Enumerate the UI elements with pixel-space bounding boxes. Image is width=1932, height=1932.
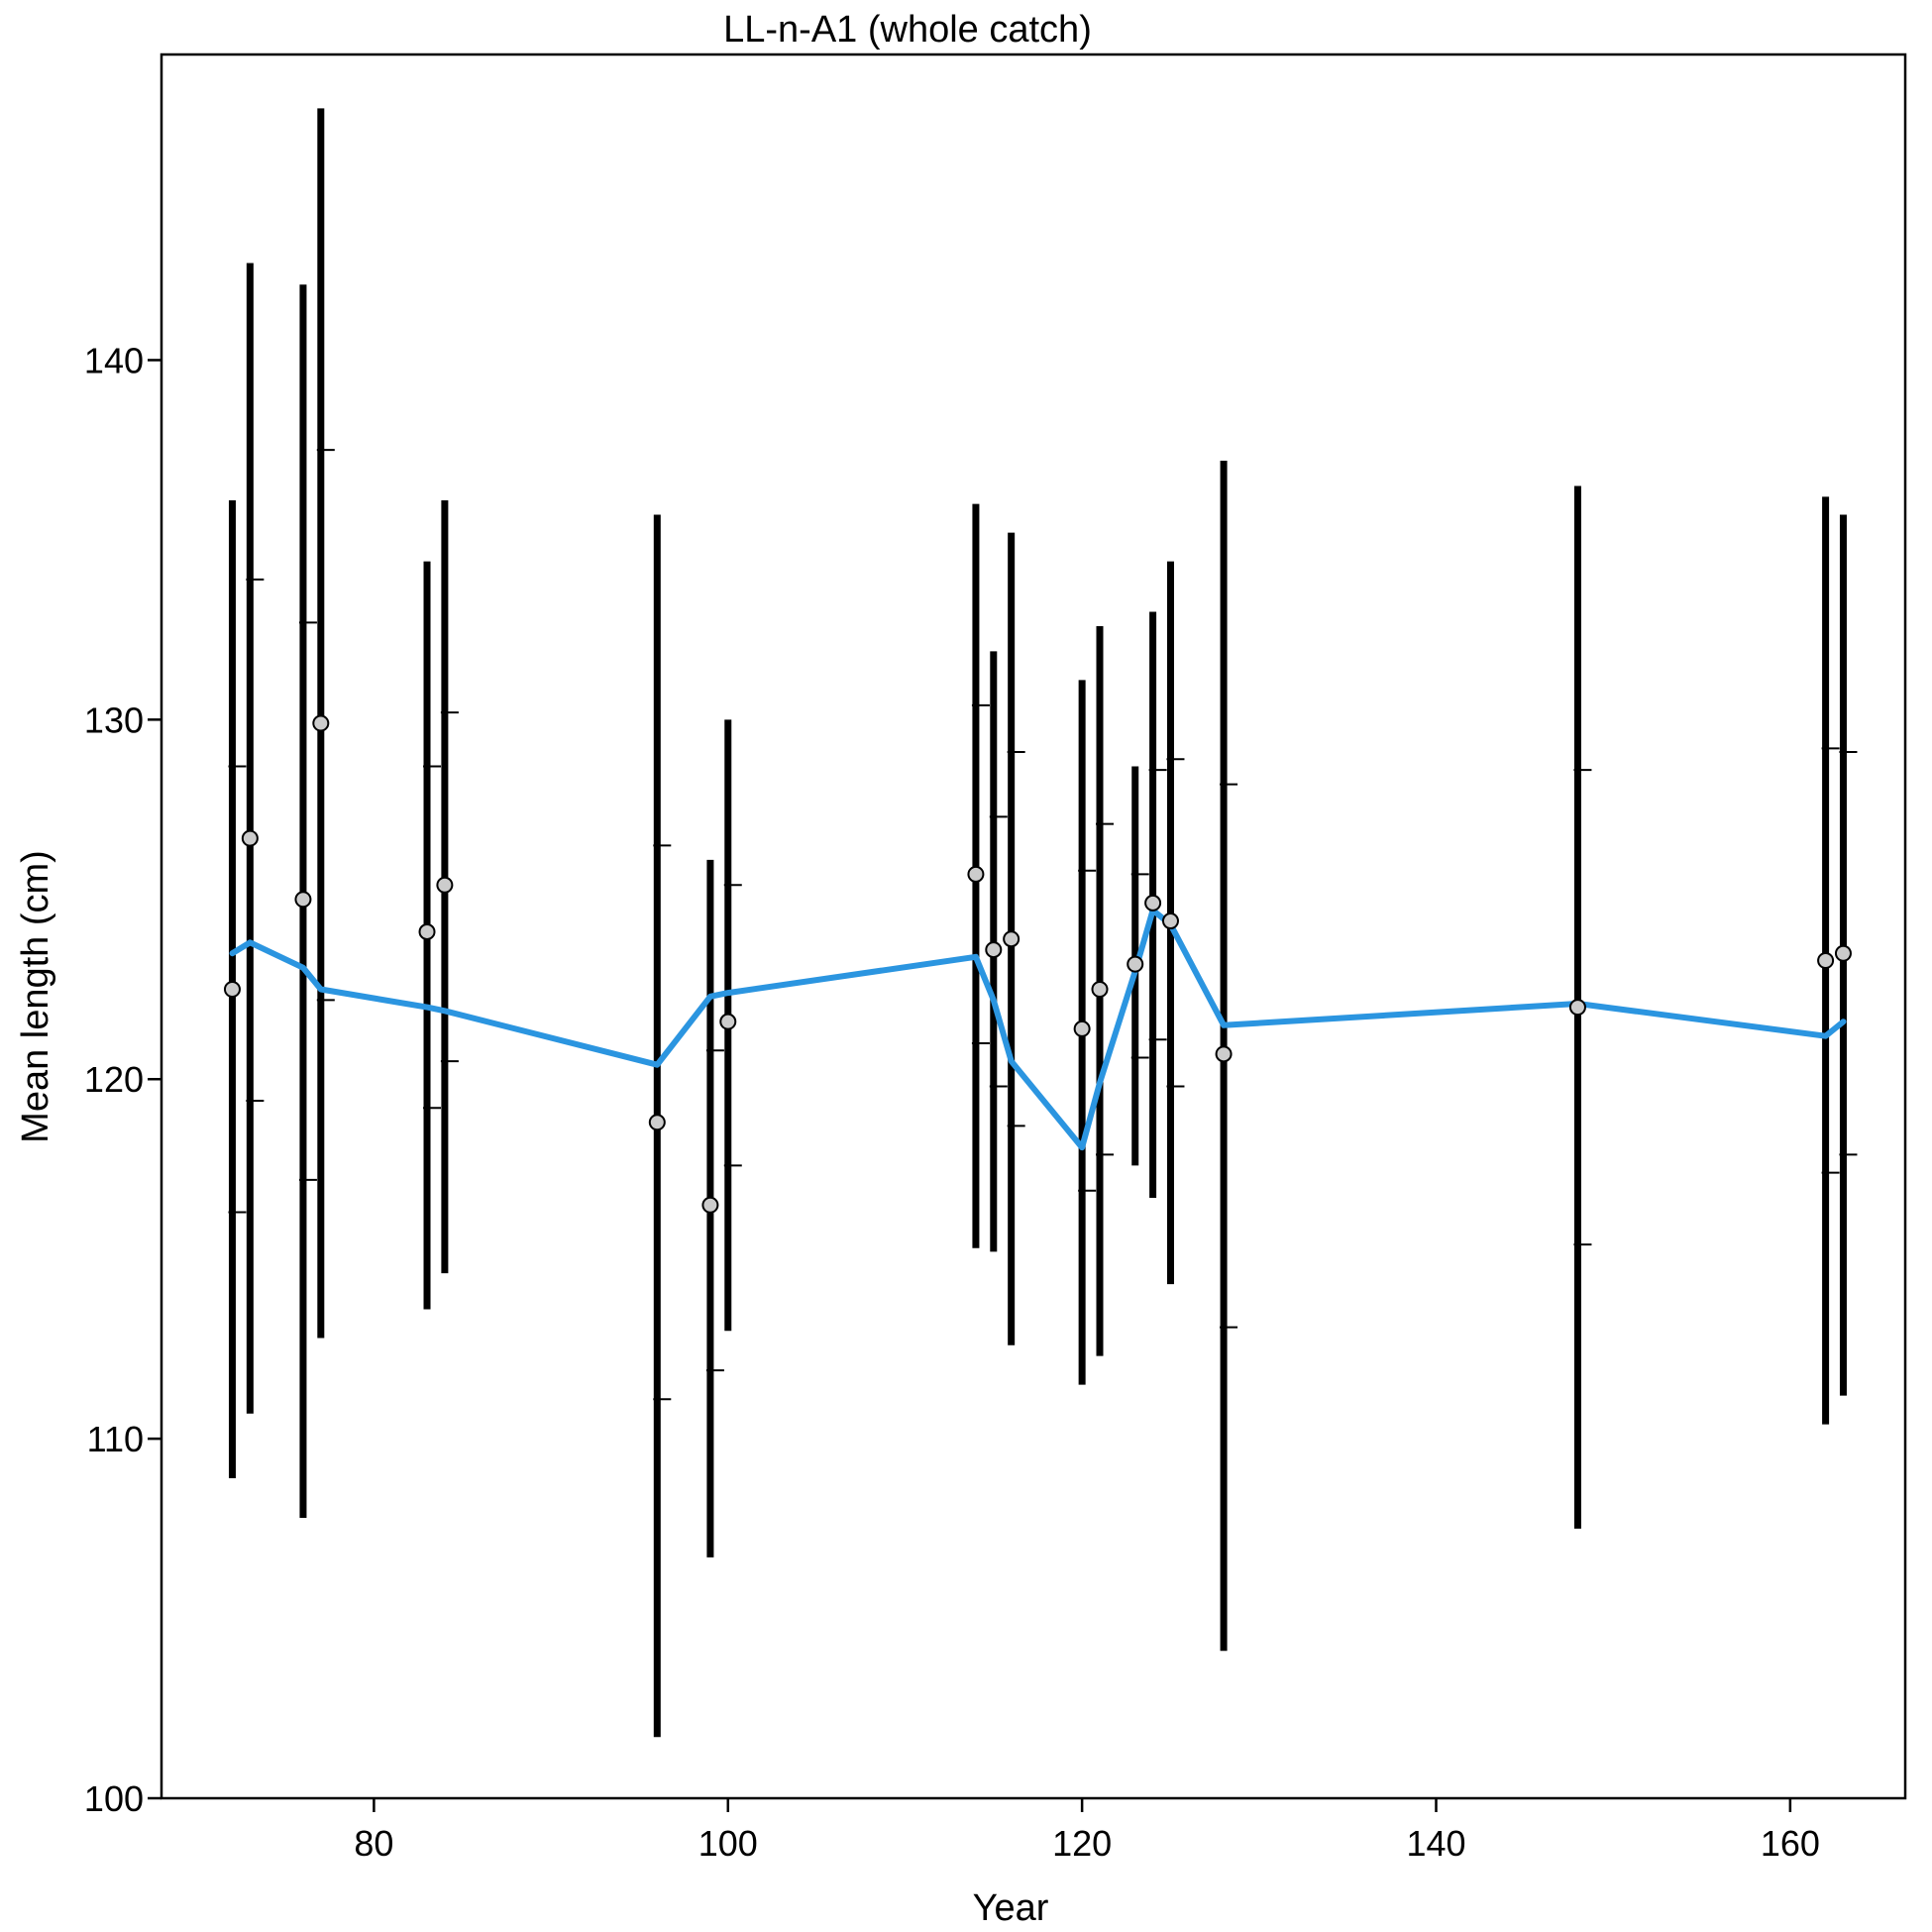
x-tick-label: 160	[1761, 1823, 1820, 1864]
x-tick-label: 80	[354, 1823, 393, 1864]
x-tick-label: 100	[698, 1823, 758, 1864]
chart-title: LL-n-A1 (whole catch)	[723, 9, 1092, 51]
y-tick-label: 130	[84, 699, 144, 740]
observed-point	[1073, 1020, 1091, 1037]
observed-points	[223, 714, 1852, 1214]
observed-point	[418, 922, 436, 940]
y-axis-label: Mean length (cm)	[15, 850, 56, 1143]
observed-point	[701, 1196, 719, 1214]
observed-point	[312, 714, 330, 732]
observed-point	[1127, 955, 1144, 973]
x-tick-label: 140	[1406, 1823, 1465, 1864]
observed-point	[1144, 894, 1162, 912]
observed-point	[1817, 951, 1835, 969]
y-tick-label: 110	[87, 1419, 144, 1459]
observed-point	[985, 941, 1003, 959]
observed-point	[648, 1114, 666, 1131]
observed-point	[719, 1013, 737, 1030]
observed-point	[1215, 1045, 1233, 1063]
observed-point	[1091, 981, 1109, 999]
expected-series	[229, 907, 1847, 1151]
observed-point	[241, 829, 259, 847]
observed-point	[1834, 944, 1852, 962]
observed-point	[223, 981, 241, 999]
plot-frame	[160, 53, 1907, 1800]
y-tick-label: 140	[84, 340, 144, 380]
observed-point	[1161, 912, 1179, 930]
error-bars	[228, 108, 1858, 1738]
y-tick-label: 100	[84, 1778, 144, 1819]
observed-point	[294, 891, 312, 909]
y-tick-label: 120	[84, 1059, 144, 1100]
x-axis-label: Year	[973, 1887, 1049, 1929]
observed-point	[967, 865, 985, 883]
y-axis: 100 110 120 130 140	[84, 340, 161, 1819]
observed-point	[1568, 999, 1586, 1017]
observed-point	[436, 876, 454, 894]
x-tick-label: 120	[1052, 1823, 1112, 1864]
x-axis: 80 100 120 140 160	[354, 1798, 1820, 1864]
expected-line	[229, 907, 1847, 1151]
observed-point	[1003, 930, 1020, 948]
